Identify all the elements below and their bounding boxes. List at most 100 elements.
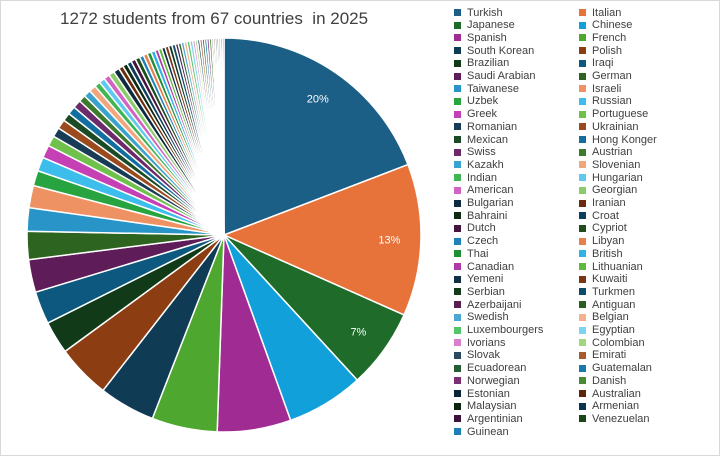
legend-swatch — [454, 288, 461, 296]
legend-label: Malaysian — [467, 400, 517, 413]
legend-swatch — [579, 97, 586, 105]
legend-swatch — [454, 364, 461, 372]
legend-item: Hungarian — [579, 171, 643, 184]
legend-label: Slovak — [467, 349, 501, 362]
legend-item: Uzbek — [454, 95, 498, 108]
legend-item: Thai — [454, 247, 488, 260]
legend-item: Argentinian — [454, 412, 523, 425]
legend-label: Ukrainian — [592, 120, 639, 133]
legend-swatch — [454, 199, 461, 207]
legend-item: Slovenian — [579, 158, 640, 171]
legend-label: Iranian — [592, 197, 626, 209]
legend-swatch — [454, 313, 461, 321]
legend-swatch — [454, 428, 461, 436]
legend-swatch — [579, 263, 586, 270]
legend-label: Russian — [592, 95, 632, 108]
legend-item: Czech — [454, 235, 498, 248]
legend-item: Georgian — [579, 184, 637, 197]
legend-swatch — [454, 351, 461, 359]
legend-label: Israeli — [592, 82, 622, 95]
legend-swatch — [454, 326, 461, 334]
legend-label: Swiss — [467, 146, 496, 159]
legend-label: Antiguan — [592, 298, 636, 311]
legend-item: American — [454, 184, 513, 197]
legend-swatch — [579, 123, 586, 131]
legend-item: British — [579, 247, 623, 260]
legend-swatch — [454, 224, 461, 232]
legend-swatch — [579, 224, 586, 232]
legend-item: Colombian — [579, 336, 645, 349]
legend-label: Japanese — [467, 19, 515, 32]
legend-label: Saudi Arabian — [467, 70, 536, 82]
legend-item: Turkmen — [579, 285, 635, 298]
legend-swatch — [579, 301, 586, 309]
legend-item: Danish — [579, 374, 626, 387]
legend-label: Uzbek — [467, 95, 499, 108]
legend-label: Mexican — [467, 133, 508, 146]
legend-item: Ecuadorean — [454, 362, 526, 375]
data-label: 20% — [307, 94, 329, 106]
legend-label: Venezuelan — [592, 412, 650, 425]
data-label: 13% — [378, 234, 400, 246]
legend-swatch — [454, 301, 461, 309]
legend-item: Yemeni — [454, 273, 503, 286]
legend-swatch — [579, 237, 586, 245]
legend-label: Guatemalan — [592, 362, 652, 375]
legend-label: Thai — [467, 247, 489, 260]
legend-swatch — [454, 21, 461, 29]
legend-swatch — [579, 313, 586, 321]
legend-item: German — [579, 70, 632, 83]
legend-item: Luxembourgers — [454, 324, 543, 337]
legend-swatch — [454, 250, 461, 258]
legend-swatch — [454, 148, 461, 156]
legend-item: Bahraini — [454, 209, 507, 222]
legend-label: Canadian — [467, 260, 515, 273]
legend-swatch — [454, 47, 461, 55]
legend-item: Canadian — [454, 260, 514, 273]
legend-label: Polish — [592, 44, 622, 57]
legend-swatch — [579, 326, 586, 334]
legend-label: Chinese — [592, 19, 633, 32]
legend-swatch — [454, 377, 461, 385]
legend-item: Saudi Arabian — [454, 70, 536, 83]
legend-swatch — [454, 186, 461, 194]
data-label: 7% — [350, 327, 366, 339]
legend-label: Bulgarian — [467, 197, 514, 209]
legend-label: Kazakh — [467, 158, 504, 171]
legend-label: Belgian — [592, 311, 629, 324]
pie-slice — [223, 37, 409, 237]
legend-label: Italian — [592, 6, 622, 19]
legend-item: Slovak — [454, 349, 500, 362]
legend-item: Polish — [579, 44, 622, 57]
legend-label: Indian — [467, 171, 497, 184]
legend-item: Brazilian — [454, 57, 509, 70]
legend-swatch — [579, 415, 586, 423]
legend-label: Turkish — [467, 6, 503, 19]
legend-label: Austrian — [592, 146, 633, 159]
legend-label: Luxembourgers — [467, 324, 544, 336]
legend-item: Swedish — [454, 311, 509, 324]
legend-label: Brazilian — [467, 57, 510, 70]
legend-label: Taiwanese — [467, 82, 519, 95]
legend-item: Estonian — [454, 387, 510, 400]
legend-item: Antiguan — [579, 298, 635, 311]
legend-item: Guinean — [454, 425, 509, 438]
legend-swatch — [579, 212, 586, 220]
legend-item: Taiwanese — [454, 82, 519, 95]
legend-item: Venezuelan — [579, 412, 650, 425]
legend-item: Spanish — [454, 31, 507, 44]
legend-item: Belgian — [579, 311, 629, 324]
legend-item: Serbian — [454, 285, 505, 298]
legend-label: Estonian — [467, 387, 510, 400]
legend-label: Hong Konger — [592, 133, 657, 146]
legend-swatch — [579, 364, 586, 372]
legend-label: Argentinian — [467, 412, 523, 425]
pie-slice — [221, 37, 225, 236]
legend-label: Azerbaijani — [467, 298, 522, 311]
legend-swatch — [579, 186, 586, 194]
legend-swatch — [454, 34, 461, 42]
pie-chart: 20% 13% 7% — [26, 37, 422, 433]
legend-item: Kuwaiti — [579, 273, 627, 286]
legend-label: Spanish — [467, 31, 507, 44]
legend-swatch — [454, 402, 461, 410]
